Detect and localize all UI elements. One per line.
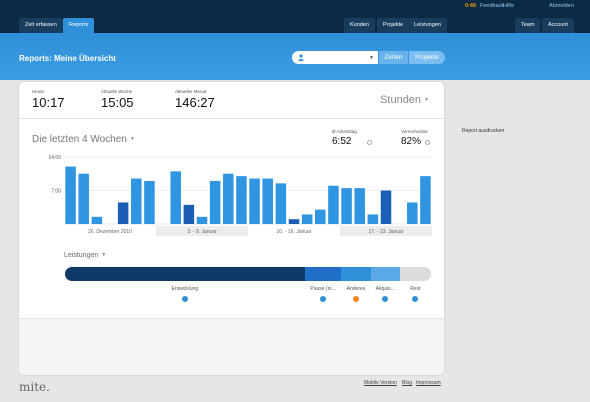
bar (236, 176, 247, 224)
week-label: 26. Dezember 2010 (88, 229, 132, 235)
chevron-down-icon: ▼ (369, 55, 374, 61)
services-title[interactable]: Leistungen ▼ (64, 252, 106, 259)
services-segment[interactable] (341, 267, 371, 281)
tab-reports[interactable]: Reports (63, 18, 95, 33)
bar (170, 171, 181, 224)
bar (196, 216, 208, 224)
page-title: Reports: Meine Übersicht (19, 54, 116, 63)
services-legend-label: Akquis... (375, 286, 395, 292)
stats-row: Heute 10:17 Aktuelle Woche 15:05 Aktuell… (19, 82, 444, 119)
bar (183, 204, 195, 224)
bar (301, 214, 313, 224)
services-legend-label: Entwicklung (171, 286, 199, 292)
services-share-bar (65, 267, 431, 281)
user-icon (298, 54, 304, 61)
bar (328, 185, 339, 224)
tab-team[interactable]: Team (515, 18, 541, 33)
bar (354, 188, 365, 224)
user-select[interactable]: ▼ (292, 51, 378, 64)
bar (288, 219, 300, 224)
timer-display[interactable]: 0:46 (465, 3, 477, 9)
bar (249, 178, 260, 224)
mite-logo: mite. (19, 380, 50, 394)
today-value: 10:17 (32, 95, 65, 110)
week-label: 10. - 16. Januar (276, 229, 311, 235)
help-link[interactable]: Hilfe (503, 3, 515, 9)
week-band (156, 226, 248, 236)
services-legend-label: Rest (410, 286, 421, 292)
chevron-down-icon: ▼ (101, 252, 107, 259)
imprint-link[interactable]: Impressum (416, 380, 441, 386)
bar (367, 214, 379, 224)
bar (223, 173, 234, 224)
tab-account[interactable]: Account (542, 18, 574, 33)
tab-projekte[interactable]: Projekte (377, 18, 410, 33)
unit-select-value: Stunden (380, 94, 422, 106)
filter-icon[interactable] (382, 296, 389, 302)
tab-zeit-erfassen[interactable]: Zeit erfassen (19, 18, 63, 33)
services-segment[interactable] (370, 267, 400, 281)
filter-icon[interactable] (320, 296, 327, 302)
services-segment[interactable] (304, 267, 342, 281)
bar (78, 173, 89, 224)
bar (131, 178, 142, 224)
month-value: 146:27 (175, 95, 215, 110)
billable-label: Verrechenbar (401, 129, 429, 134)
chevron-down-icon: ▼ (424, 97, 429, 104)
week-label: 17. - 23. Januar (368, 229, 403, 235)
services-segment[interactable] (399, 267, 431, 281)
bar (420, 176, 431, 224)
segment-projekte[interactable]: Projekte (409, 51, 445, 64)
billable-value: 82% (401, 136, 422, 147)
feedback-link[interactable]: Feedback (480, 3, 505, 9)
week-band (340, 226, 432, 236)
week-label: 3. - 9. Januar (187, 229, 217, 235)
week-label: Aktuelle Woche (101, 89, 133, 94)
y-tick-label: 7:00 (51, 189, 61, 195)
today-label: Heute (32, 89, 45, 94)
segment-zeiten[interactable]: Zeiten (379, 51, 408, 64)
top-navigation: Zeit erfassen Reports Kunden Projekte Le… (0, 0, 590, 33)
info-icon[interactable] (425, 140, 430, 145)
weeks-title[interactable]: Die letzten 4 Wochen ▼ (32, 134, 135, 145)
bar (341, 188, 352, 224)
bar (262, 178, 273, 224)
logout-link[interactable]: Abmelden (549, 3, 574, 9)
bar (144, 180, 155, 224)
services-title-label: Leistungen (64, 252, 99, 259)
bar (65, 166, 76, 224)
bar (209, 180, 221, 224)
print-report-link[interactable]: Report ausdrucken (462, 128, 505, 134)
services-segment[interactable] (65, 267, 305, 281)
filter-icon[interactable] (181, 296, 188, 302)
week-value: 15:05 (101, 95, 134, 110)
mobile-version-link[interactable]: Mobile Version (364, 380, 397, 386)
bar (91, 216, 103, 224)
bar (380, 190, 392, 224)
bar (315, 209, 326, 224)
filter-icon[interactable] (352, 296, 359, 302)
filter-icon[interactable] (412, 296, 419, 302)
bar (407, 202, 418, 224)
hours-bar-chart: 26. Dezember 2010 3. - 9. Januar 10. - 16.… (48, 155, 432, 236)
report-card: Heute 10:17 Aktuelle Woche 15:05 Aktuell… (19, 82, 444, 375)
tab-kunden[interactable]: Kunden (344, 18, 375, 33)
services-legend-label: Pause (ni... (310, 286, 336, 292)
bar (117, 202, 129, 224)
unit-select[interactable]: Stunden ▼ (380, 94, 429, 106)
info-icon[interactable] (367, 140, 372, 145)
y-tick-label: 14:00 (48, 155, 61, 161)
avg-day-label: Ø Arbeitstag (332, 129, 357, 134)
weeks-title-label: Die letzten 4 Wochen (32, 134, 127, 145)
chevron-down-icon: ▼ (129, 136, 135, 143)
month-label: Aktueller Monat (175, 89, 207, 94)
bar (275, 183, 287, 224)
avg-day-value: 6:52 (332, 136, 352, 147)
services-legend-label: Anderes (346, 286, 366, 292)
tab-leistungen[interactable]: Leistungen (408, 18, 447, 33)
card-footer (19, 318, 444, 375)
blog-link[interactable]: Blog (402, 380, 413, 386)
